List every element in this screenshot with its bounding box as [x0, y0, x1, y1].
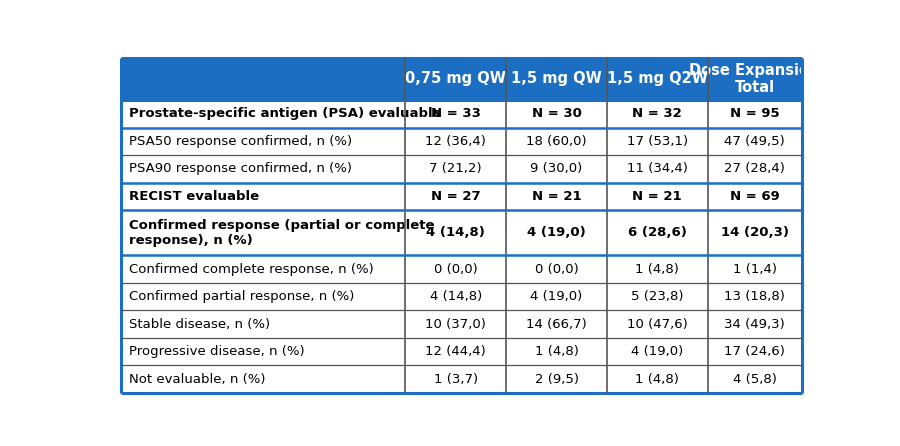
Text: 17 (24,6): 17 (24,6): [724, 345, 785, 358]
Text: PSA90 response confirmed, n (%): PSA90 response confirmed, n (%): [130, 162, 352, 175]
Text: 10 (37,0): 10 (37,0): [426, 318, 486, 330]
Text: 17 (53,1): 17 (53,1): [626, 135, 688, 148]
Text: N = 69: N = 69: [730, 190, 779, 203]
Text: N = 32: N = 32: [633, 107, 682, 120]
Text: 0,75 mg QW: 0,75 mg QW: [405, 71, 506, 87]
Bar: [707, 58, 802, 100]
Text: Confirmed response (partial or complete
response), n (%): Confirmed response (partial or complete …: [130, 219, 435, 247]
Text: 27 (28,4): 27 (28,4): [724, 162, 785, 175]
Bar: [405, 58, 506, 100]
Text: 1 (4,8): 1 (4,8): [535, 345, 579, 358]
Text: Stable disease, n (%): Stable disease, n (%): [130, 318, 270, 330]
Bar: [121, 256, 802, 283]
Text: 5 (23,8): 5 (23,8): [631, 290, 684, 303]
Text: N = 95: N = 95: [730, 107, 779, 120]
Text: N = 33: N = 33: [431, 107, 481, 120]
Text: PSA50 response confirmed, n (%): PSA50 response confirmed, n (%): [130, 135, 353, 148]
Bar: [121, 183, 802, 210]
Text: Prostate-specific antigen (PSA) evaluable: Prostate-specific antigen (PSA) evaluabl…: [130, 107, 442, 120]
Text: 1,5 mg QW: 1,5 mg QW: [511, 71, 602, 87]
Text: 4 (5,8): 4 (5,8): [733, 372, 777, 386]
Text: Confirmed partial response, n (%): Confirmed partial response, n (%): [130, 290, 355, 303]
Bar: [121, 310, 802, 338]
Bar: [121, 210, 802, 256]
Text: 12 (36,4): 12 (36,4): [426, 135, 486, 148]
Text: 10 (47,6): 10 (47,6): [627, 318, 688, 330]
Text: 1 (1,4): 1 (1,4): [733, 263, 777, 276]
Text: Progressive disease, n (%): Progressive disease, n (%): [130, 345, 305, 358]
Bar: [121, 128, 802, 155]
Text: 34 (49,3): 34 (49,3): [724, 318, 785, 330]
Text: 12 (44,4): 12 (44,4): [426, 345, 486, 358]
Text: RECIST evaluable: RECIST evaluable: [130, 190, 259, 203]
Bar: [121, 338, 802, 365]
Bar: [121, 283, 802, 310]
Bar: [607, 58, 707, 100]
Text: Not evaluable, n (%): Not evaluable, n (%): [130, 372, 266, 386]
Text: 4 (14,8): 4 (14,8): [429, 290, 482, 303]
Text: 9 (30,0): 9 (30,0): [530, 162, 582, 175]
Text: 4 (19,0): 4 (19,0): [530, 290, 582, 303]
Text: 4 (14,8): 4 (14,8): [427, 226, 485, 240]
Text: 11 (34,4): 11 (34,4): [627, 162, 688, 175]
Text: 1 (3,7): 1 (3,7): [434, 372, 478, 386]
Text: Dose Expansion
Total: Dose Expansion Total: [689, 63, 820, 95]
Bar: [121, 58, 405, 100]
Text: 4 (19,0): 4 (19,0): [631, 345, 683, 358]
Text: 1 (4,8): 1 (4,8): [635, 372, 680, 386]
Text: Confirmed complete response, n (%): Confirmed complete response, n (%): [130, 263, 374, 276]
Text: 4 (19,0): 4 (19,0): [527, 226, 586, 240]
Text: 7 (21,2): 7 (21,2): [429, 162, 482, 175]
Text: 2 (9,5): 2 (9,5): [535, 372, 579, 386]
Text: N = 21: N = 21: [532, 190, 581, 203]
Bar: [121, 100, 802, 128]
Bar: [121, 365, 802, 393]
Text: 1 (4,8): 1 (4,8): [635, 263, 680, 276]
Text: N = 27: N = 27: [431, 190, 481, 203]
Text: 18 (60,0): 18 (60,0): [526, 135, 587, 148]
Text: 6 (28,6): 6 (28,6): [628, 226, 687, 240]
Text: 14 (20,3): 14 (20,3): [721, 226, 788, 240]
Text: 0 (0,0): 0 (0,0): [535, 263, 579, 276]
Text: 47 (49,5): 47 (49,5): [724, 135, 785, 148]
Bar: [121, 155, 802, 183]
Text: N = 21: N = 21: [633, 190, 682, 203]
Text: 0 (0,0): 0 (0,0): [434, 263, 478, 276]
Text: 1,5 mg Q2W: 1,5 mg Q2W: [607, 71, 707, 87]
Text: N = 30: N = 30: [532, 107, 581, 120]
Text: 14 (66,7): 14 (66,7): [526, 318, 587, 330]
Text: 13 (18,8): 13 (18,8): [724, 290, 785, 303]
Bar: [506, 58, 607, 100]
